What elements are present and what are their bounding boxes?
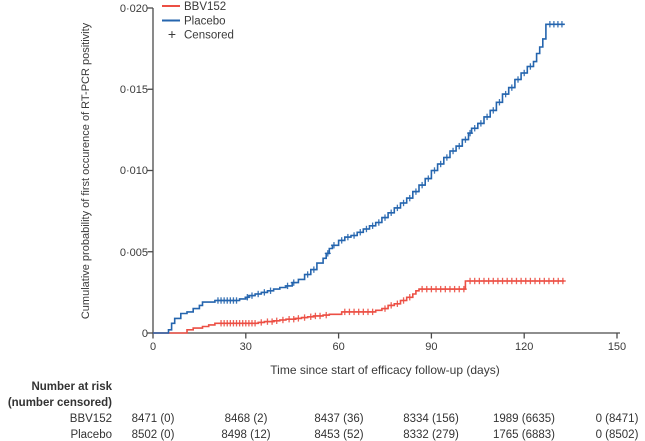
risk-row-label-bbv152: BBV152 <box>69 413 112 425</box>
x-tick-label-0: 0 <box>150 341 156 353</box>
risk-table-header-line2: (number censored) <box>7 397 112 409</box>
risk-value: 8498 (12) <box>221 429 271 441</box>
y-tick-label-0015: 0·015 <box>120 84 148 96</box>
risk-value: 8468 (2) <box>224 413 268 425</box>
censored-marker-icon: + <box>168 26 176 42</box>
km-plot: 0·020 0·015 0·010 0·005 0 0 30 60 90 120… <box>80 1 626 377</box>
risk-value: 8453 (52) <box>314 429 364 441</box>
x-axis-title: Time since start of efficacy follow-up (… <box>270 363 499 377</box>
x-tick-label-30: 30 <box>240 341 252 353</box>
y-tick-label-0010: 0·010 <box>120 165 148 177</box>
legend-label-censored: Censored <box>184 30 234 42</box>
x-tick-label-150: 150 <box>608 341 626 353</box>
plot-area <box>147 7 620 339</box>
legend-label-bbv152: BBV152 <box>184 1 226 13</box>
y-tick-label-0: 0 <box>142 328 148 340</box>
legend-label-placebo: Placebo <box>184 16 226 28</box>
risk-value: 1989 (6635) <box>492 413 556 425</box>
risk-table-header-line1: Number at risk <box>31 381 112 393</box>
risk-value: 8502 (0) <box>131 429 175 441</box>
x-tick-label-60: 60 <box>332 341 344 353</box>
placebo-curve <box>153 23 565 334</box>
risk-value: 1765 (6883) <box>492 429 556 441</box>
risk-value: 8332 (279) <box>403 429 459 441</box>
risk-value: 8437 (36) <box>314 413 364 425</box>
risk-value: 0 (8471) <box>595 413 639 425</box>
y-tick-label-0005: 0·005 <box>120 247 148 259</box>
y-tick-label-0020: 0·020 <box>120 3 148 15</box>
x-tick-label-120: 120 <box>515 341 533 353</box>
legend: BBV152 Placebo + Censored <box>162 1 234 42</box>
risk-value: 8334 (156) <box>403 413 459 425</box>
risk-value: 8471 (0) <box>131 413 175 425</box>
risk-value: 0 (8502) <box>595 429 639 441</box>
x-tick-label-90: 90 <box>425 341 437 353</box>
y-axis-title: Cumulative probability of first occurenc… <box>80 22 92 319</box>
bbv152-curve <box>153 280 565 334</box>
risk-row-label-placebo: Placebo <box>70 429 112 441</box>
